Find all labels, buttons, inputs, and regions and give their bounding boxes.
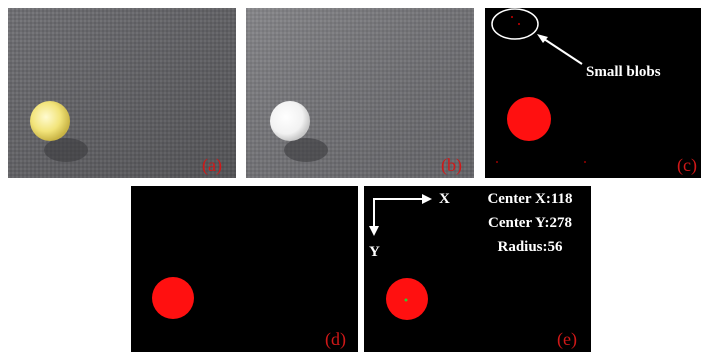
shadow	[44, 138, 88, 162]
info-text: Radius:56	[497, 239, 563, 255]
ball	[270, 101, 310, 141]
ball	[30, 101, 70, 141]
figure: (a) (b) Small blobs (c) (d) X	[0, 0, 702, 352]
info-text: Center Y:278	[488, 215, 572, 231]
panel-a: (a)	[8, 8, 236, 178]
small-blob	[496, 161, 498, 163]
panel-label: (b)	[441, 155, 462, 176]
shadow	[284, 138, 328, 162]
info-text: Center X:118	[487, 191, 572, 207]
image-background	[364, 186, 591, 352]
axis-label: Y	[369, 244, 380, 260]
panel-label: (d)	[325, 329, 346, 350]
small-blob	[518, 23, 520, 25]
center-point	[405, 299, 408, 302]
small-blob	[511, 16, 513, 18]
blob	[152, 277, 194, 319]
axis-label: X	[439, 191, 450, 207]
image-background	[485, 8, 701, 178]
panel-label: (e)	[557, 329, 577, 350]
panel-c: Small blobs (c)	[485, 8, 701, 178]
panel-label: (c)	[677, 155, 697, 176]
panel-label: (a)	[202, 155, 222, 176]
panel-e: X Y Center X:118 Center Y:278 Radius:56 …	[364, 186, 591, 352]
panel-b: (b)	[246, 8, 474, 178]
panel-d: (d)	[131, 186, 358, 352]
small-blob	[584, 161, 586, 163]
annotation: Small blobs	[586, 64, 661, 80]
blob	[507, 97, 551, 141]
image-shading	[246, 8, 474, 178]
image-shading	[8, 8, 236, 178]
image-background	[131, 186, 358, 352]
